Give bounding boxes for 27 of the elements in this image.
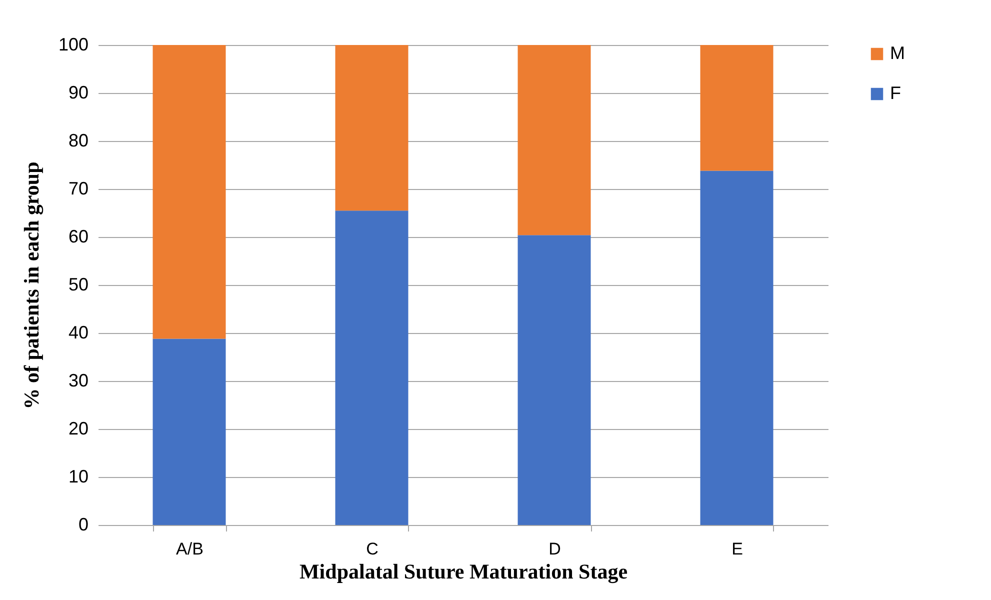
bar xyxy=(152,45,226,339)
y-tick-label: 30 xyxy=(68,370,88,390)
y-tick-label: 80 xyxy=(68,130,88,150)
y-tick-label: 70 xyxy=(68,178,88,198)
y-tick-label: 20 xyxy=(68,418,88,438)
y-tick-label: 60 xyxy=(68,226,88,246)
y-tick-label: 10 xyxy=(68,466,88,486)
bar xyxy=(152,338,226,525)
y-tick-label: 90 xyxy=(68,82,88,102)
y-tick-label: 40 xyxy=(68,322,88,342)
bar xyxy=(518,45,591,236)
bar xyxy=(335,210,408,525)
bar xyxy=(700,45,774,171)
y-tick-label: 50 xyxy=(68,274,88,294)
bar xyxy=(700,170,774,525)
x-tick-label: C xyxy=(366,540,378,558)
x-tick-label: E xyxy=(732,540,743,558)
legend-label: M xyxy=(890,43,905,63)
bar xyxy=(335,45,408,211)
x-axis-title: Midpalatal Suture Maturation Stage xyxy=(299,560,628,584)
x-tick-label: D xyxy=(548,540,561,558)
y-axis-title: % of patients in each group xyxy=(19,162,44,410)
legend-label: F xyxy=(890,83,901,103)
bar xyxy=(518,235,591,525)
y-tick-label: 0 xyxy=(78,514,88,534)
x-tick-label: A/B xyxy=(176,540,204,558)
y-tick-label: 100 xyxy=(58,34,88,54)
